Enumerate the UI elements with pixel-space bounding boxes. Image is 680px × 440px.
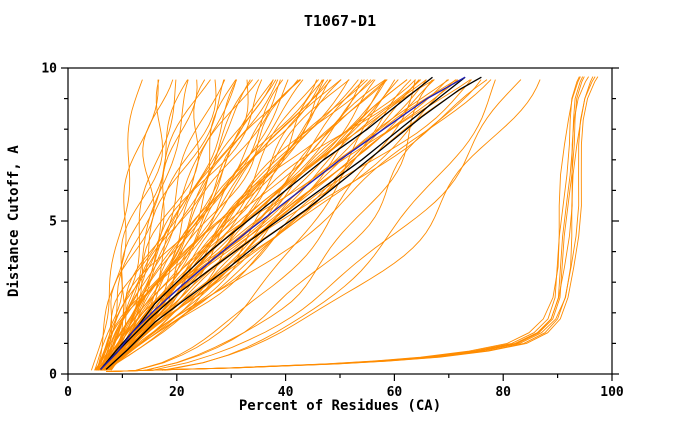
y-tick-label: 5 [49, 215, 57, 230]
y-tick-label: 0 [49, 368, 57, 383]
x-tick-label: 20 [169, 385, 185, 400]
y-tick-label: 10 [41, 62, 57, 77]
x-tick-label: 60 [387, 385, 403, 400]
axis-ticks [61, 67, 619, 381]
tick-labels: 0 20 40 60 80 100 0 5 10 [41, 62, 624, 401]
x-tick-label: 80 [495, 385, 511, 400]
x-tick-label: 40 [278, 385, 294, 400]
highlight-blue-curve [100, 76, 466, 370]
orange-model-curves [90, 76, 599, 373]
curves-layer [90, 76, 599, 373]
x-axis-label: Percent of Residues (CA) [238, 398, 442, 414]
chart-title: T1067-D1 [303, 12, 377, 30]
x-tick-label: 0 [64, 385, 72, 400]
x-tick-label: 100 [600, 385, 624, 400]
